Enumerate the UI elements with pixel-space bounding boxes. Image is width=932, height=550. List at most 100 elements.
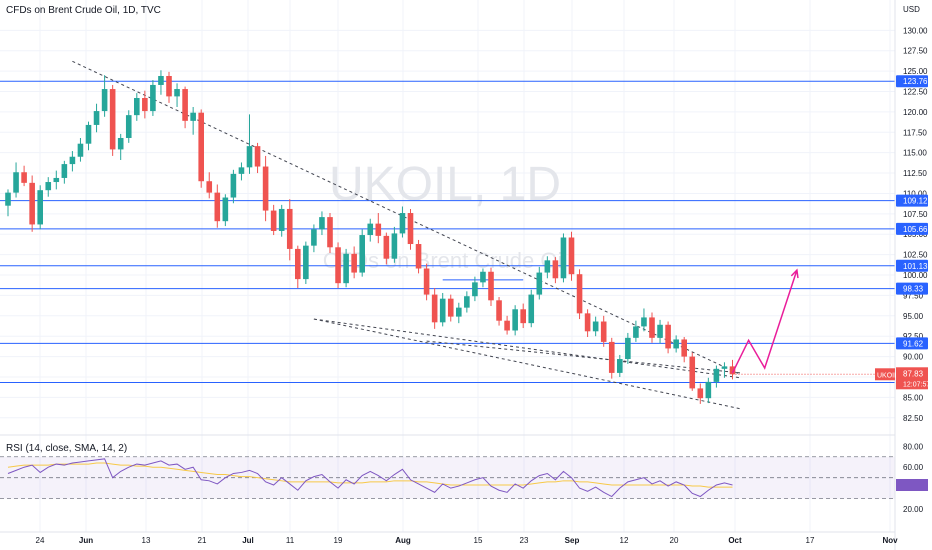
candle[interactable]	[206, 172, 213, 199]
candle[interactable]	[472, 276, 478, 302]
candle[interactable]	[270, 204, 277, 236]
candle[interactable]	[335, 242, 341, 289]
candle[interactable]	[351, 246, 357, 279]
trendline[interactable]	[426, 340, 741, 374]
candle[interactable]	[617, 354, 623, 377]
candle[interactable]	[649, 312, 655, 343]
candle[interactable]	[303, 241, 309, 284]
candle[interactable]	[568, 231, 575, 281]
candle[interactable]	[77, 137, 84, 162]
candle[interactable]	[391, 226, 398, 263]
candle[interactable]	[278, 204, 285, 237]
projection-arrow[interactable]	[731, 268, 799, 374]
candle[interactable]	[109, 84, 116, 156]
candle[interactable]	[142, 90, 148, 119]
candle[interactable]	[713, 365, 720, 388]
candle[interactable]	[464, 291, 470, 313]
candle[interactable]	[657, 319, 663, 344]
candle[interactable]	[359, 229, 365, 277]
candle[interactable]	[190, 106, 196, 135]
candle[interactable]	[246, 114, 253, 174]
candle[interactable]	[21, 165, 27, 187]
trendline[interactable]	[313, 318, 741, 410]
candle[interactable]	[697, 383, 704, 404]
candle[interactable]	[512, 305, 518, 336]
candle[interactable]	[69, 151, 76, 172]
horizontal-levels[interactable]	[0, 80, 895, 384]
candle[interactable]	[101, 75, 108, 117]
candle[interactable]	[399, 206, 406, 238]
candle[interactable]	[423, 263, 430, 301]
candle[interactable]	[705, 377, 712, 404]
candle[interactable]	[544, 256, 551, 279]
candle[interactable]	[85, 121, 92, 151]
candle[interactable]	[504, 315, 510, 335]
candle[interactable]	[431, 288, 438, 329]
candle[interactable]	[665, 321, 671, 354]
rsi-pane[interactable]	[0, 456, 895, 500]
candle[interactable]	[520, 303, 526, 329]
candle[interactable]	[13, 162, 19, 198]
rsi-line[interactable]	[7, 458, 733, 498]
candle[interactable]	[383, 232, 390, 265]
candle[interactable]	[641, 308, 647, 332]
candle[interactable]	[447, 294, 454, 322]
candle[interactable]	[125, 110, 132, 143]
candle[interactable]	[439, 292, 446, 327]
candle[interactable]	[311, 224, 317, 253]
candle[interactable]	[608, 337, 615, 379]
candle[interactable]	[262, 155, 269, 222]
candle[interactable]	[721, 362, 728, 378]
candle[interactable]	[166, 71, 172, 103]
candle[interactable]	[158, 70, 164, 95]
candle[interactable]	[117, 133, 124, 161]
candle[interactable]	[254, 142, 261, 174]
candle[interactable]	[327, 213, 333, 253]
candle[interactable]	[45, 177, 52, 197]
candle[interactable]	[198, 109, 204, 188]
candle[interactable]	[238, 162, 245, 181]
candle[interactable]	[633, 320, 639, 342]
candle[interactable]	[673, 335, 679, 353]
candle[interactable]	[576, 269, 583, 320]
candle[interactable]	[480, 268, 486, 288]
candle[interactable]	[53, 170, 60, 190]
candle[interactable]	[5, 189, 11, 217]
candle[interactable]	[456, 302, 462, 324]
candle[interactable]	[319, 211, 325, 236]
candle[interactable]	[174, 83, 180, 107]
candle[interactable]	[528, 289, 535, 328]
candle[interactable]	[150, 80, 156, 116]
candle[interactable]	[343, 248, 349, 288]
candle[interactable]	[536, 266, 543, 300]
candle[interactable]	[295, 245, 301, 289]
candle[interactable]	[93, 103, 100, 133]
rsi-ma-line[interactable]	[7, 462, 733, 488]
candle[interactable]	[134, 93, 140, 121]
price-axis[interactable]: USD 130.00 127.50 125.00 122.50 120.00 117.50 1…	[903, 5, 928, 423]
candle[interactable]	[375, 213, 382, 244]
candle[interactable]	[222, 194, 229, 227]
candle[interactable]	[584, 309, 591, 338]
candle[interactable]	[286, 199, 293, 261]
candle[interactable]	[182, 86, 188, 129]
candles[interactable]	[5, 70, 736, 404]
candle[interactable]	[367, 218, 374, 242]
candle[interactable]	[230, 169, 237, 204]
candle[interactable]	[407, 208, 414, 250]
candle[interactable]	[214, 184, 221, 228]
candle[interactable]	[600, 315, 607, 347]
candle[interactable]	[61, 160, 68, 184]
time-axis[interactable]: 24 Jun 13 21 Jul 11 19 Aug 15 23 Sep 12 20 Oct 17 Nov	[36, 536, 899, 545]
candle[interactable]	[488, 267, 494, 307]
candle[interactable]	[625, 332, 631, 364]
candle[interactable]	[552, 257, 559, 284]
candle[interactable]	[681, 337, 687, 363]
main-pane[interactable]	[0, 0, 895, 435]
candle[interactable]	[37, 185, 43, 230]
candle[interactable]	[29, 175, 35, 232]
candle[interactable]	[592, 316, 599, 337]
candle[interactable]	[729, 359, 736, 380]
